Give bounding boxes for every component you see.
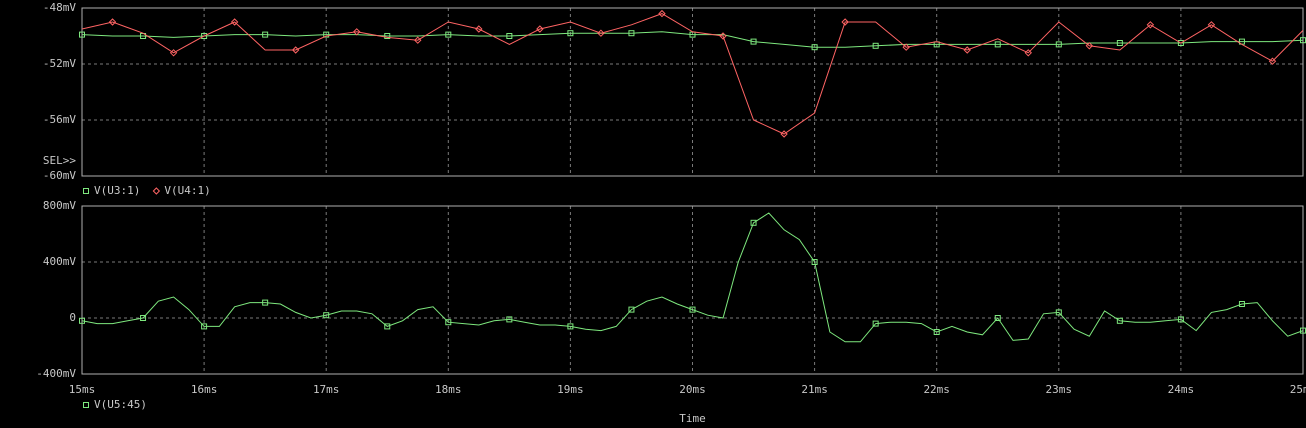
marker xyxy=(780,130,788,138)
marker xyxy=(108,18,117,26)
marker xyxy=(475,25,483,33)
x-tick-label: 17ms xyxy=(313,383,340,396)
marker xyxy=(1146,21,1155,29)
marker xyxy=(1268,57,1277,65)
marker xyxy=(750,219,757,226)
marker xyxy=(323,312,330,319)
x-tick-label: 19ms xyxy=(557,383,584,396)
marker xyxy=(445,31,452,38)
y-tick-label: 400mV xyxy=(43,255,76,268)
marker xyxy=(323,31,330,38)
y-tick-label: -48mV xyxy=(43,1,76,14)
legend-marker xyxy=(152,187,161,195)
annotation: SEL>> xyxy=(43,154,76,167)
legend-label: V(U5:45) xyxy=(94,398,147,411)
marker xyxy=(811,259,818,265)
marker xyxy=(291,46,300,54)
marker xyxy=(262,299,269,306)
marker xyxy=(994,315,1001,321)
y-tick-label: -56mV xyxy=(43,113,76,126)
marker xyxy=(140,315,147,321)
marker xyxy=(353,28,361,36)
marker xyxy=(384,323,391,330)
marker xyxy=(1177,316,1184,323)
series-line xyxy=(81,31,1304,48)
marker xyxy=(872,42,879,49)
marker xyxy=(506,316,513,323)
y-tick-label: 0 xyxy=(69,311,76,324)
marker xyxy=(1177,40,1184,46)
y-tick-label: 800mV xyxy=(43,199,76,212)
y-tick-label: -52mV xyxy=(43,57,76,70)
x-tick-label: 15ms xyxy=(69,383,96,396)
marker xyxy=(506,33,513,39)
y-tick-label: -400mV xyxy=(36,367,76,380)
legend-label: V(U4:1) xyxy=(164,184,210,197)
marker xyxy=(1116,317,1123,324)
marker xyxy=(1207,21,1216,29)
y-tick-label: -60mV xyxy=(43,169,76,182)
marker xyxy=(536,25,544,33)
x-tick-label: 22ms xyxy=(923,383,950,396)
plot-frame xyxy=(81,7,1304,177)
marker xyxy=(994,41,1001,48)
x-axis-label: Time xyxy=(679,412,706,425)
legend-marker xyxy=(83,402,89,408)
marker xyxy=(1238,301,1245,307)
marker xyxy=(719,32,727,40)
marker xyxy=(1055,309,1062,316)
x-tick-label: 23ms xyxy=(1046,383,1073,396)
marker xyxy=(689,306,696,313)
x-tick-label: 21ms xyxy=(801,383,828,396)
marker xyxy=(201,323,208,330)
x-tick-label: 18ms xyxy=(435,383,462,396)
series-line xyxy=(81,212,1304,343)
marker xyxy=(841,18,849,26)
x-tick-label: 24ms xyxy=(1168,383,1195,396)
marker xyxy=(79,317,85,324)
x-tick-label: 20ms xyxy=(679,383,706,396)
marker xyxy=(445,319,452,326)
marker xyxy=(1055,41,1062,48)
marker xyxy=(1085,42,1094,50)
marker xyxy=(597,29,605,37)
x-tick-label: 16ms xyxy=(191,383,218,396)
marker xyxy=(628,30,635,37)
marker xyxy=(628,306,635,313)
marker xyxy=(1116,40,1123,46)
marker xyxy=(262,31,269,38)
marker xyxy=(963,46,971,54)
marker xyxy=(1024,49,1032,57)
marker xyxy=(872,320,879,327)
marker xyxy=(201,33,208,39)
marker xyxy=(567,323,574,330)
marker xyxy=(567,30,574,37)
marker xyxy=(79,31,85,38)
marker xyxy=(414,36,422,44)
marker xyxy=(902,43,910,51)
marker xyxy=(658,9,666,18)
marker xyxy=(811,44,818,51)
marker xyxy=(169,49,178,57)
legend-marker xyxy=(83,188,89,194)
plot-frame xyxy=(81,205,1304,375)
marker xyxy=(933,329,940,335)
series-line xyxy=(81,13,1304,135)
marker xyxy=(750,38,757,45)
marker xyxy=(230,18,239,26)
marker xyxy=(384,33,391,39)
x-tick-label: 25ms xyxy=(1290,383,1306,396)
legend-label: V(U3:1) xyxy=(94,184,140,197)
